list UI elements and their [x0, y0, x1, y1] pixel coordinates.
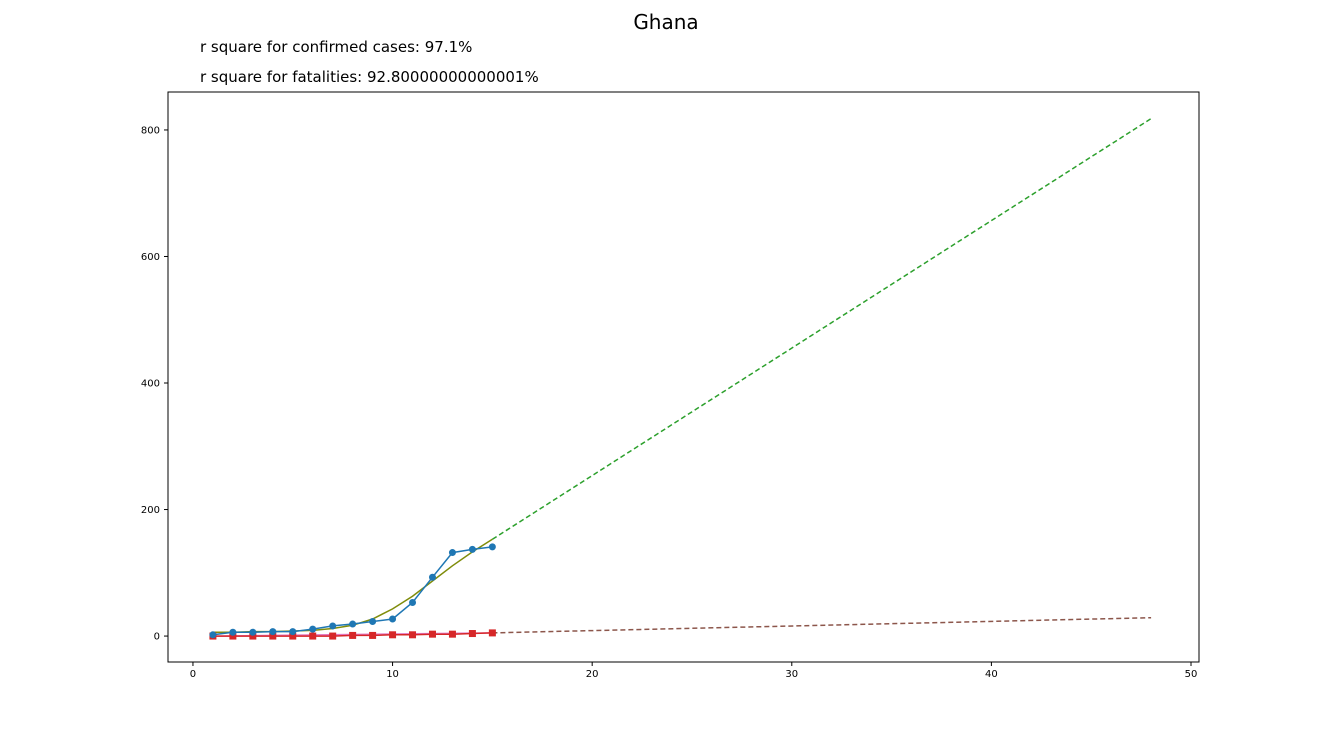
- y-tick-label: 400: [141, 379, 160, 390]
- observed-confirmed-point: [448, 549, 456, 557]
- observed-confirmed-point: [409, 599, 417, 607]
- observed-fatalities-point: [229, 632, 237, 640]
- x-tick-label: 0: [190, 669, 196, 680]
- observed-confirmed-point: [229, 628, 237, 636]
- observed-fatalities-point: [289, 632, 297, 640]
- observed-confirmed-point: [249, 628, 257, 636]
- observed-confirmed-point: [329, 622, 337, 630]
- y-tick-label: 200: [141, 505, 160, 516]
- observed-confirmed-point: [488, 543, 496, 551]
- x-tick-label: 20: [586, 669, 599, 680]
- y-tick-label: 600: [141, 252, 160, 263]
- observed-confirmed-point: [309, 625, 317, 633]
- x-tick-label: 30: [785, 669, 798, 680]
- observed-fatalities-point: [349, 631, 357, 639]
- x-tick-label: 10: [386, 669, 399, 680]
- plot-frame: [167, 91, 1200, 663]
- y-tick-label: 0: [154, 632, 160, 643]
- observed-confirmed-point: [269, 628, 277, 636]
- projection-fatalities-line: [492, 616, 1152, 634]
- observed-confirmed-point: [468, 545, 476, 553]
- series-layer: [209, 117, 1152, 640]
- observed-fatalities-point: [409, 631, 417, 639]
- observed-confirmed-point: [369, 618, 377, 626]
- observed-fatalities-point: [309, 632, 317, 640]
- x-tick-label: 50: [1185, 669, 1198, 680]
- chart-title: Ghana: [633, 10, 699, 34]
- projection-confirmed-line: [491, 117, 1152, 540]
- r-square-confirmed-annotation: r square for confirmed cases: 97.1%: [200, 38, 473, 56]
- observed-fatalities-point: [468, 630, 476, 638]
- observed-fatalities-point: [329, 632, 337, 640]
- axes-layer: 0 10 20 30 40 50 0 200 400 600 800: [141, 91, 1200, 680]
- observed-fatalities-point: [249, 632, 257, 640]
- observed-confirmed-point: [209, 631, 217, 639]
- observed-fatalities-point: [488, 629, 496, 637]
- observed-fatalities-point: [448, 630, 456, 638]
- observed-fatalities-point: [389, 631, 397, 639]
- r-square-fatalities-annotation: r square for fatalities: 92.800000000000…: [200, 68, 539, 86]
- observed-fatalities-point: [369, 631, 377, 639]
- observed-fatalities-point: [269, 632, 277, 640]
- observed-confirmed-point: [289, 628, 297, 636]
- y-tick-label: 800: [141, 125, 160, 136]
- x-tick-label: 40: [985, 669, 998, 680]
- observed-confirmed-point: [428, 573, 436, 581]
- observed-confirmed-point: [389, 615, 397, 623]
- observed-fatalities-point: [428, 630, 436, 638]
- observed-confirmed-point: [349, 620, 357, 628]
